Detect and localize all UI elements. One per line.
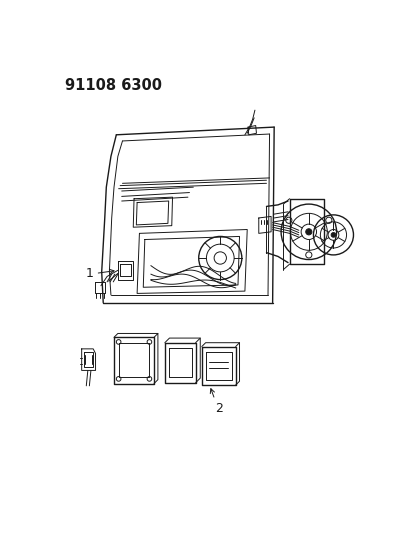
Text: 1: 1 — [85, 267, 93, 280]
Circle shape — [331, 232, 336, 237]
Text: 2: 2 — [215, 402, 223, 415]
Circle shape — [306, 229, 312, 235]
Text: 91108 6300: 91108 6300 — [65, 78, 162, 93]
